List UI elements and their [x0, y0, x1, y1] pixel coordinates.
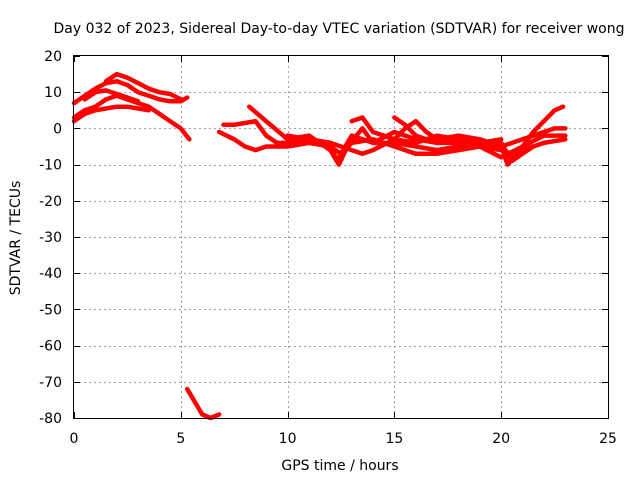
y-tick-label: -40 — [39, 266, 62, 282]
series-arc-11 — [392, 115, 568, 160]
series-arc-3 — [71, 104, 152, 124]
x-tick-label: 15 — [385, 431, 403, 447]
y-tick-label: -30 — [39, 230, 62, 246]
x-tick-label: 10 — [279, 431, 297, 447]
y-tick-label: 20 — [44, 49, 62, 65]
x-tick-label: 25 — [599, 431, 617, 447]
series-arc-12 — [184, 386, 222, 421]
y-tick-label: -10 — [39, 158, 62, 174]
series-arc-5 — [82, 88, 141, 104]
series-arc-9 — [285, 133, 504, 156]
x-axis-label: GPS time / hours — [281, 458, 398, 474]
y-tick-label: -70 — [39, 375, 62, 391]
x-tick-label: 0 — [70, 431, 79, 447]
series-arc-1 — [71, 79, 190, 106]
series-arc-4 — [103, 71, 184, 102]
chart-title: Day 032 of 2023, Sidereal Day-to-day VTE… — [54, 21, 625, 37]
y-tick-label: -80 — [39, 411, 62, 427]
series-arc-8 — [246, 104, 566, 167]
x-tick-label: 20 — [492, 431, 510, 447]
y-tick-label: -50 — [39, 302, 62, 318]
y-tick-label: -60 — [39, 339, 62, 355]
y-tick-label: 10 — [44, 85, 62, 101]
series-arc-10 — [349, 115, 568, 149]
y-tick-label: 0 — [53, 121, 62, 137]
y-tick-label: -20 — [39, 194, 62, 210]
data-series — [71, 71, 568, 421]
tick-labels: 0 5 10 15 20 25 20 10 0 -10 -20 -30 -40 -50 -60 -70 -80 — [39, 49, 617, 447]
plot-frame — [73, 55, 609, 419]
x-tick-label: 5 — [176, 431, 185, 447]
axis-ticks — [74, 56, 609, 419]
y-axis-label: SDTVAR / TECUs — [8, 181, 24, 296]
